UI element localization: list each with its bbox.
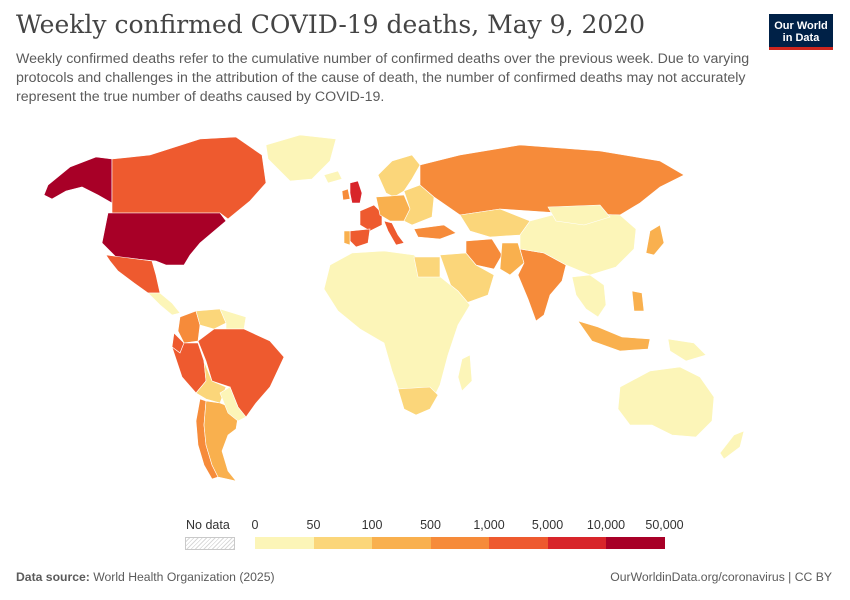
legend-bin-5000-10000[interactable] (547, 537, 606, 549)
region-united-states[interactable] (101, 212, 227, 266)
legend-no-data-label: No data (186, 518, 230, 532)
legend-tick: 100 (361, 518, 383, 532)
region-portugal[interactable] (343, 230, 351, 246)
region-scandinavia[interactable] (377, 154, 421, 198)
region-peru[interactable] (171, 342, 207, 394)
region-australia[interactable] (617, 366, 715, 438)
region-japan[interactable] (645, 224, 665, 256)
chart-title: Weekly confirmed COVID-19 deaths, May 9,… (16, 10, 646, 39)
region-alaska[interactable] (43, 156, 113, 204)
region-uruguay-paraguay[interactable] (219, 386, 247, 422)
region-colombia[interactable] (177, 310, 201, 344)
region-pakistan[interactable] (499, 242, 525, 276)
region-united-kingdom[interactable] (349, 180, 363, 204)
region-russia[interactable] (419, 144, 685, 216)
region-spain[interactable] (349, 228, 371, 248)
region-bolivia[interactable] (195, 360, 227, 404)
legend-tick: 5,000 (531, 518, 564, 532)
region-ireland[interactable] (341, 188, 351, 201)
legend-tick: 0 (251, 518, 259, 532)
region-iceland[interactable] (323, 170, 343, 184)
region-new-zealand[interactable] (719, 430, 745, 460)
legend-tick: 500 (420, 518, 441, 532)
owid-logo[interactable]: Our World in Data (769, 14, 833, 50)
region-mexico[interactable] (105, 254, 161, 294)
data-source-value[interactable]: World Health Organization (2025) (93, 570, 275, 584)
region-papua-new-guinea[interactable] (667, 338, 707, 362)
region-south-africa[interactable] (397, 386, 439, 416)
region-greenland[interactable] (265, 134, 337, 182)
logo-line-1: Our World (774, 20, 828, 32)
legend-bin-500-1000[interactable] (430, 537, 489, 549)
region-china[interactable] (519, 212, 637, 276)
region-indonesia[interactable] (577, 320, 651, 352)
data-source-label: Data source: (16, 570, 90, 584)
region-egypt[interactable] (413, 256, 441, 278)
legend-color-bins (255, 537, 665, 549)
region-madagascar[interactable] (457, 354, 473, 392)
region-central-america[interactable] (147, 292, 181, 316)
legend-tick: 10,000 (586, 518, 626, 532)
legend-tick: 50 (306, 518, 321, 532)
region-france[interactable] (359, 204, 383, 232)
credit-link[interactable]: OurWorldinData.org/coronavirus | CC BY (610, 570, 832, 584)
region-mongolia[interactable] (547, 204, 611, 226)
region-kazakhstan[interactable] (459, 208, 531, 238)
legend-bin-0-50[interactable] (255, 537, 314, 549)
region-canada[interactable] (111, 136, 267, 220)
chart-subtitle: Weekly confirmed deaths refer to the cum… (16, 51, 750, 105)
region-philippines[interactable] (631, 290, 645, 312)
legend-bin-10000-50000[interactable] (606, 537, 665, 549)
legend-tick: 1,000 (473, 518, 505, 532)
region-venezuela[interactable] (195, 308, 227, 330)
region-southeast-asia[interactable] (571, 274, 607, 318)
legend-tick: 50,000 (645, 518, 684, 532)
region-africa[interactable] (323, 250, 471, 416)
data-source: Data source: World Health Organization (… (16, 570, 275, 584)
legend-bin-50-100[interactable] (313, 537, 372, 549)
logo-line-2: in Data (782, 32, 820, 44)
region-italy[interactable] (383, 220, 405, 246)
legend-bin-1000-5000[interactable] (489, 537, 548, 549)
world-map (43, 134, 745, 482)
region-turkey[interactable] (413, 224, 457, 240)
legend-no-data-swatch (185, 537, 235, 550)
legend-bin-100-500[interactable] (372, 537, 431, 549)
